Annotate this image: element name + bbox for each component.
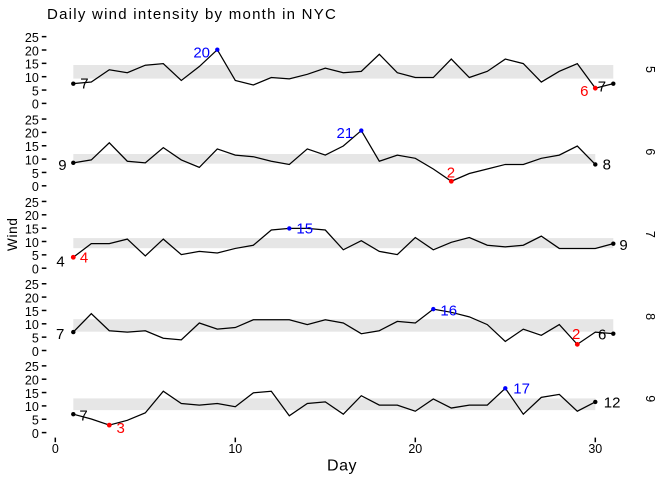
svg-text:15: 15 <box>296 220 313 237</box>
svg-text:8: 8 <box>643 313 657 320</box>
svg-text:Wind: Wind <box>5 217 20 251</box>
svg-text:3: 3 <box>117 420 125 437</box>
svg-text:20: 20 <box>25 127 39 141</box>
svg-text:12: 12 <box>604 394 621 411</box>
svg-text:Daily wind intensity by month: Daily wind intensity by month in NYC <box>47 6 337 23</box>
svg-text:15: 15 <box>25 305 39 319</box>
svg-text:5: 5 <box>32 414 39 428</box>
svg-text:30: 30 <box>588 442 602 456</box>
svg-text:9: 9 <box>619 237 627 254</box>
svg-text:15: 15 <box>25 140 39 154</box>
svg-text:17: 17 <box>513 380 530 397</box>
svg-text:20: 20 <box>193 45 210 62</box>
svg-text:7: 7 <box>79 408 87 425</box>
svg-text:15: 15 <box>25 222 39 236</box>
svg-text:0: 0 <box>32 98 39 112</box>
svg-text:10: 10 <box>25 400 39 414</box>
svg-text:5: 5 <box>32 331 39 345</box>
svg-text:20: 20 <box>25 44 39 58</box>
svg-text:0: 0 <box>32 180 39 194</box>
svg-text:10: 10 <box>25 153 39 167</box>
svg-text:25: 25 <box>25 31 39 45</box>
svg-text:25: 25 <box>25 278 39 292</box>
svg-text:7: 7 <box>80 76 88 93</box>
svg-text:9: 9 <box>58 157 66 174</box>
svg-text:20: 20 <box>25 209 39 223</box>
svg-text:2: 2 <box>447 165 455 182</box>
svg-text:25: 25 <box>25 113 39 127</box>
svg-text:6: 6 <box>643 148 657 155</box>
svg-text:10: 10 <box>228 442 242 456</box>
svg-text:2: 2 <box>572 326 580 343</box>
svg-text:7: 7 <box>56 326 64 343</box>
svg-text:10: 10 <box>25 71 39 85</box>
svg-text:6: 6 <box>598 327 606 344</box>
svg-text:25: 25 <box>25 360 39 374</box>
svg-text:9: 9 <box>643 395 657 402</box>
svg-text:5: 5 <box>32 167 39 181</box>
svg-text:6: 6 <box>580 83 588 100</box>
svg-text:7: 7 <box>643 231 657 238</box>
svg-text:0: 0 <box>32 427 39 441</box>
svg-text:5: 5 <box>643 66 657 73</box>
svg-text:15: 15 <box>25 58 39 72</box>
svg-text:20: 20 <box>25 374 39 388</box>
svg-text:8: 8 <box>603 157 611 174</box>
svg-text:20: 20 <box>25 291 39 305</box>
svg-text:7: 7 <box>598 78 606 95</box>
svg-text:10: 10 <box>25 236 39 250</box>
svg-text:0: 0 <box>52 442 59 456</box>
svg-text:Day: Day <box>327 457 357 474</box>
svg-text:4: 4 <box>56 253 64 270</box>
svg-text:10: 10 <box>25 318 39 332</box>
svg-text:16: 16 <box>440 303 457 320</box>
svg-text:15: 15 <box>25 387 39 401</box>
svg-text:5: 5 <box>32 249 39 263</box>
svg-text:20: 20 <box>408 442 422 456</box>
svg-text:21: 21 <box>337 125 354 142</box>
svg-text:0: 0 <box>32 345 39 359</box>
svg-text:5: 5 <box>32 84 39 98</box>
svg-text:4: 4 <box>80 250 88 267</box>
svg-text:25: 25 <box>25 196 39 210</box>
svg-text:0: 0 <box>32 263 39 277</box>
